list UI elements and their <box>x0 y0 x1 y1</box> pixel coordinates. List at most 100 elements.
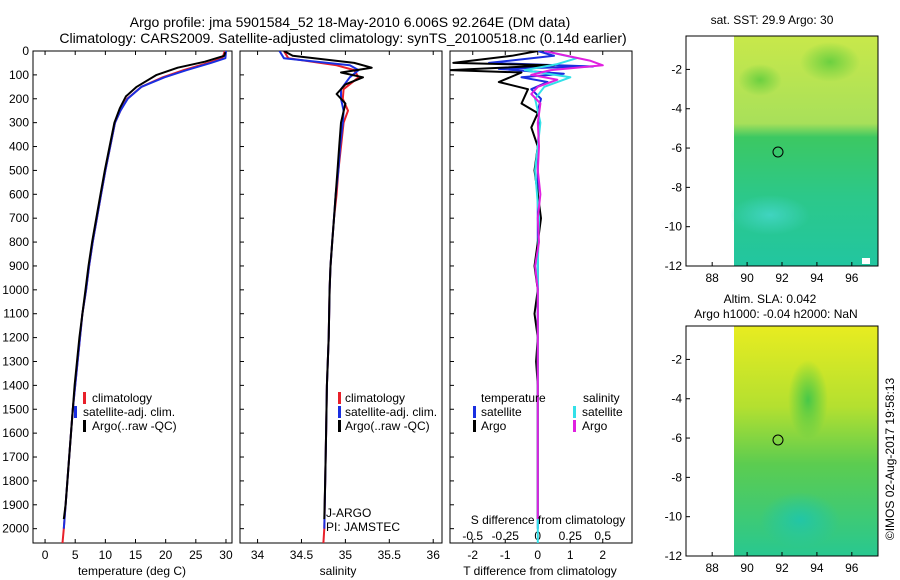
map-x-tick-label: 90 <box>740 561 754 575</box>
legend-swatch-t-satellite <box>473 406 476 418</box>
sla-map-title-line1: Altim. SLA: 0.042 <box>724 292 817 306</box>
legend-swatch-argo <box>83 420 86 432</box>
map-y-tick-label: -10 <box>665 220 683 234</box>
map-y-tick-label: -4 <box>671 392 682 406</box>
temperature-panel-frame <box>32 50 233 544</box>
map-x-tick-label: 88 <box>706 271 720 285</box>
x-tick-label: 36 <box>427 548 441 562</box>
figure-title-line2: Climatology: CARS2009. Satellite-adjuste… <box>59 30 626 46</box>
sla-map-axes: 88 90 92 94 96 -2 -4 -6 -8 -10 -12 <box>665 352 859 575</box>
difference-legend: temperature salinity satellite Argo sate… <box>473 391 623 433</box>
sst-cool-patch <box>730 195 810 235</box>
map-x-tick-label: 94 <box>810 561 824 575</box>
x-tick-label: 25 <box>189 548 203 562</box>
x-tick-label: 10 <box>99 548 113 562</box>
legend-swatch-climatology <box>83 392 86 404</box>
map-y-tick-label: -4 <box>671 102 682 116</box>
temperature-x-axis: 0 5 10 15 20 25 30 <box>42 51 233 562</box>
x-tick-label: 34 <box>251 548 265 562</box>
legend-title-temperature: temperature <box>481 391 546 405</box>
salinity-x-axis: 34 34.5 35 35.5 36 <box>251 51 440 562</box>
figure-title-line1: Argo profile: jma 5901584_52 18-May-2010… <box>130 14 571 30</box>
legend-label-climatology: climatology <box>92 391 152 405</box>
map-y-tick-label: -10 <box>665 510 683 524</box>
series-line-climatology <box>283 51 360 543</box>
legend-label-climatology: climatology <box>345 391 405 405</box>
depth-tick-label: 700 <box>9 211 29 225</box>
depth-tick-label: 300 <box>9 116 29 130</box>
salinity-series <box>278 51 373 543</box>
difference-series <box>450 51 604 543</box>
x-tick-label: 34.5 <box>290 548 314 562</box>
depth-tick-label: 1200 <box>2 331 29 345</box>
s-difference-tick-label: 0.25 <box>559 529 583 543</box>
depth-tick-label: 200 <box>9 92 29 106</box>
legend-label-t-argo: Argo <box>481 419 507 433</box>
depth-tick-label: 1500 <box>2 402 29 416</box>
legend-swatch-satellite-adj <box>74 406 77 418</box>
series-line-s-argo <box>530 51 604 520</box>
map-y-tick-label: -2 <box>671 62 682 76</box>
depth-tick-label: 0 <box>22 44 29 58</box>
legend-title-salinity: salinity <box>583 391 620 405</box>
x-tick-label: 35.5 <box>378 548 402 562</box>
x-tick-label: -1 <box>500 548 511 562</box>
depth-tick-label: 500 <box>9 163 29 177</box>
depth-tick-label: 100 <box>9 68 29 82</box>
sst-map-title: sat. SST: 29.9 Argo: 30 <box>711 13 834 27</box>
sla-low-patch <box>760 492 840 548</box>
legend-swatch-argo <box>338 420 341 432</box>
float-pi: PI: JAMSTEC <box>326 520 400 534</box>
sst-map-axes: 88 90 92 94 96 -2 -4 -6 -8 -10 -12 <box>665 62 859 285</box>
depth-tick-label: 400 <box>9 140 29 154</box>
temperature-series <box>61 51 227 543</box>
depth-tick-label: 1300 <box>2 354 29 368</box>
x-tick-label: 1 <box>567 548 574 562</box>
s-difference-tick-label: -0.5 <box>462 529 483 543</box>
sst-map <box>685 35 879 267</box>
legend-swatch-climatology <box>338 392 341 404</box>
map-x-tick-label: 92 <box>775 561 789 575</box>
depth-tick-label: 1800 <box>2 474 29 488</box>
legend-label-argo: Argo(..raw -QC) <box>345 419 430 433</box>
map-y-tick-label: -8 <box>671 470 682 484</box>
depth-tick-label: 900 <box>9 259 29 273</box>
x-tick-label: 15 <box>129 548 143 562</box>
s-difference-tick-label: 0.5 <box>594 529 611 543</box>
legend-label-argo: Argo(..raw -QC) <box>92 419 177 433</box>
map-y-tick-label: -2 <box>671 352 682 366</box>
x-tick-label: 5 <box>72 548 79 562</box>
map-x-tick-label: 90 <box>740 271 754 285</box>
legend-swatch-s-argo <box>573 420 576 432</box>
depth-tick-label: 1400 <box>2 378 29 392</box>
sst-land-patch <box>862 258 870 264</box>
temperature-legend: climatology satellite-adj. clim. Argo(..… <box>74 391 177 433</box>
sla-map <box>685 325 879 557</box>
float-program: J-ARGO <box>326 506 371 520</box>
legend-label-s-satellite: satellite <box>582 405 623 419</box>
legend-swatch-satellite-adj <box>338 406 341 418</box>
x-tick-label: 0 <box>42 548 49 562</box>
map-x-tick-label: 88 <box>706 561 720 575</box>
x-tick-label: 30 <box>219 548 233 562</box>
legend-swatch-s-satellite <box>573 406 576 418</box>
map-x-tick-label: 96 <box>845 271 859 285</box>
depth-tick-label: 600 <box>9 187 29 201</box>
s-difference-tick-label: -0.25 <box>492 529 520 543</box>
series-line-argo-raw-qc <box>283 51 373 520</box>
salinity-panel-frame <box>239 50 443 544</box>
sla-map-title-line2: Argo h1000: -0.04 h2000: NaN <box>694 307 857 321</box>
x-tick-label: 0 <box>534 548 541 562</box>
legend-label-satellite-adj: satellite-adj. clim. <box>345 405 437 419</box>
map-x-tick-label: 96 <box>845 561 859 575</box>
difference-x-axis: -2 -1 0 1 2-0.5 -0.25 0 0.25 0.5 <box>462 51 611 562</box>
map-y-tick-label: -6 <box>671 431 682 445</box>
map-y-tick-label: -12 <box>665 259 683 273</box>
depth-tick-label: 1600 <box>2 426 29 440</box>
series-line-climatology <box>61 51 226 543</box>
depth-tick-label: 1900 <box>2 498 29 512</box>
sst-argo-location-marker <box>772 146 784 158</box>
map-y-tick-label: -12 <box>665 549 683 563</box>
series-line-argo-raw-qc <box>62 51 227 520</box>
